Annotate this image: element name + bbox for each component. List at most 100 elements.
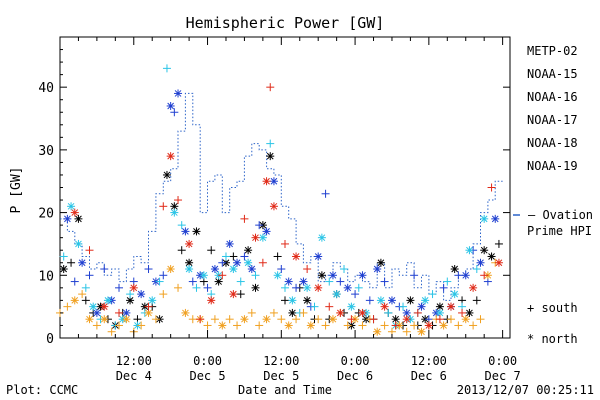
point-noaa-15-north (78, 258, 87, 267)
plot-frame (59, 36, 511, 339)
point-noaa-19-south (303, 265, 312, 274)
point-noaa-18-south (159, 290, 168, 299)
point-noaa-16-south (325, 277, 334, 286)
point-noaa-15-south (188, 277, 197, 286)
y-tick-label: 10 (38, 269, 54, 284)
point-noaa-18-south (321, 321, 330, 330)
point-noaa-18-north (284, 321, 293, 330)
point-noaa-16-north (74, 239, 83, 248)
point-noaa-18-south (115, 321, 124, 330)
point-noaa-18-south (454, 321, 463, 330)
point-noaa-18-south (247, 308, 256, 317)
point-noaa-18-north (166, 265, 175, 274)
point-noaa-19-north (314, 283, 323, 292)
point-noaa-16-north (288, 296, 297, 305)
point-metp-02-north (465, 308, 474, 317)
point-noaa-16-south (221, 252, 230, 261)
point-noaa-15-north (343, 283, 352, 292)
point-noaa-15-south (292, 283, 301, 292)
point-noaa-18-south (402, 327, 411, 336)
point-noaa-18-south (137, 321, 146, 330)
point-noaa-15-north (299, 277, 308, 286)
point-metp-02-south (472, 296, 481, 305)
chart-title: Hemispheric Power [GW] (186, 14, 385, 32)
point-metp-02-south (281, 296, 289, 305)
legend-ovation-line2: Prime HPI (527, 224, 592, 238)
point-noaa-15-north (92, 308, 101, 317)
x-tick-label-date: Dec 4 (116, 369, 152, 383)
point-noaa-18-north (328, 315, 337, 324)
legend-entry-noaa16: NOAA-16 (527, 90, 578, 104)
point-noaa-19-north (494, 258, 503, 267)
point-noaa-18-north (373, 327, 382, 336)
x-tick-label-time: 12:00 (116, 354, 152, 368)
x-tick-label-date: Dec 6 (337, 369, 373, 383)
ovation-hpi-path (60, 92, 503, 301)
point-noaa-15-south (380, 277, 389, 286)
point-noaa-19-north (446, 302, 455, 311)
point-noaa-15-north (174, 89, 183, 98)
point-noaa-18-south (233, 321, 242, 330)
point-noaa-16-north (148, 296, 157, 305)
legend-entry-noaa18: NOAA-18 (527, 136, 578, 150)
point-noaa-15-north (417, 302, 426, 311)
x-tick-label-date: Dec 6 (411, 369, 447, 383)
point-noaa-18-north (306, 321, 315, 330)
point-noaa-16-north (317, 233, 326, 242)
point-noaa-19-south (159, 202, 168, 211)
point-metp-02-south (229, 252, 238, 261)
point-noaa-18-north (181, 308, 190, 317)
point-noaa-19-south (115, 308, 124, 317)
point-noaa-16-south (281, 283, 289, 292)
x-axis-label: Date and Time (238, 383, 332, 397)
point-noaa-18-south (225, 315, 234, 324)
point-noaa-16-south (428, 290, 437, 299)
point-noaa-16-south (236, 277, 245, 286)
point-noaa-15-south (321, 189, 330, 198)
point-noaa-16-north (229, 265, 238, 274)
point-noaa-19-north (262, 177, 271, 186)
point-noaa-16-south (155, 277, 164, 286)
point-noaa-18-north (262, 315, 271, 324)
point-metp-02-north (406, 296, 415, 305)
point-noaa-18-north (439, 321, 448, 330)
point-noaa-19-south (266, 83, 275, 92)
legend-entry-metp02: METP-02 (527, 44, 578, 58)
point-noaa-15-north (181, 227, 190, 236)
point-noaa-18-south (63, 302, 72, 311)
point-noaa-16-south (472, 265, 481, 274)
point-noaa-18-south (174, 283, 183, 292)
point-noaa-19-south (281, 239, 289, 248)
point-noaa-15-south (255, 221, 264, 230)
point-noaa-16-north (273, 271, 282, 280)
point-noaa-16-south (266, 139, 275, 148)
point-noaa-15-south (115, 283, 124, 292)
point-noaa-18-north (240, 315, 249, 324)
point-noaa-16-north (347, 302, 356, 311)
point-noaa-16-south (177, 221, 186, 230)
point-noaa-19-south (196, 315, 205, 324)
point-noaa-16-north (103, 296, 112, 305)
point-noaa-15-south (410, 271, 419, 280)
point-noaa-15-north (262, 227, 271, 236)
point-noaa-18-south (380, 321, 389, 330)
point-noaa-18-north (100, 315, 109, 324)
point-noaa-16-north (258, 233, 267, 242)
point-noaa-18-south (446, 315, 455, 324)
point-noaa-16-north (303, 283, 312, 292)
point-noaa-15-north (210, 265, 219, 274)
point-noaa-15-south (85, 271, 94, 280)
point-noaa-18-north (122, 315, 131, 324)
point-noaa-15-north (387, 296, 396, 305)
point-metp-02-north (162, 170, 171, 179)
point-noaa-15-north (491, 214, 500, 223)
point-noaa-15-south (277, 265, 286, 274)
ovation-hpi-line (60, 92, 503, 301)
point-noaa-16-south (81, 283, 90, 292)
y-tick-label: 30 (38, 144, 54, 159)
point-metp-02-north (74, 214, 83, 223)
point-noaa-15-south (240, 252, 249, 261)
point-noaa-19-north (402, 315, 411, 324)
point-noaa-19-south (480, 271, 489, 280)
